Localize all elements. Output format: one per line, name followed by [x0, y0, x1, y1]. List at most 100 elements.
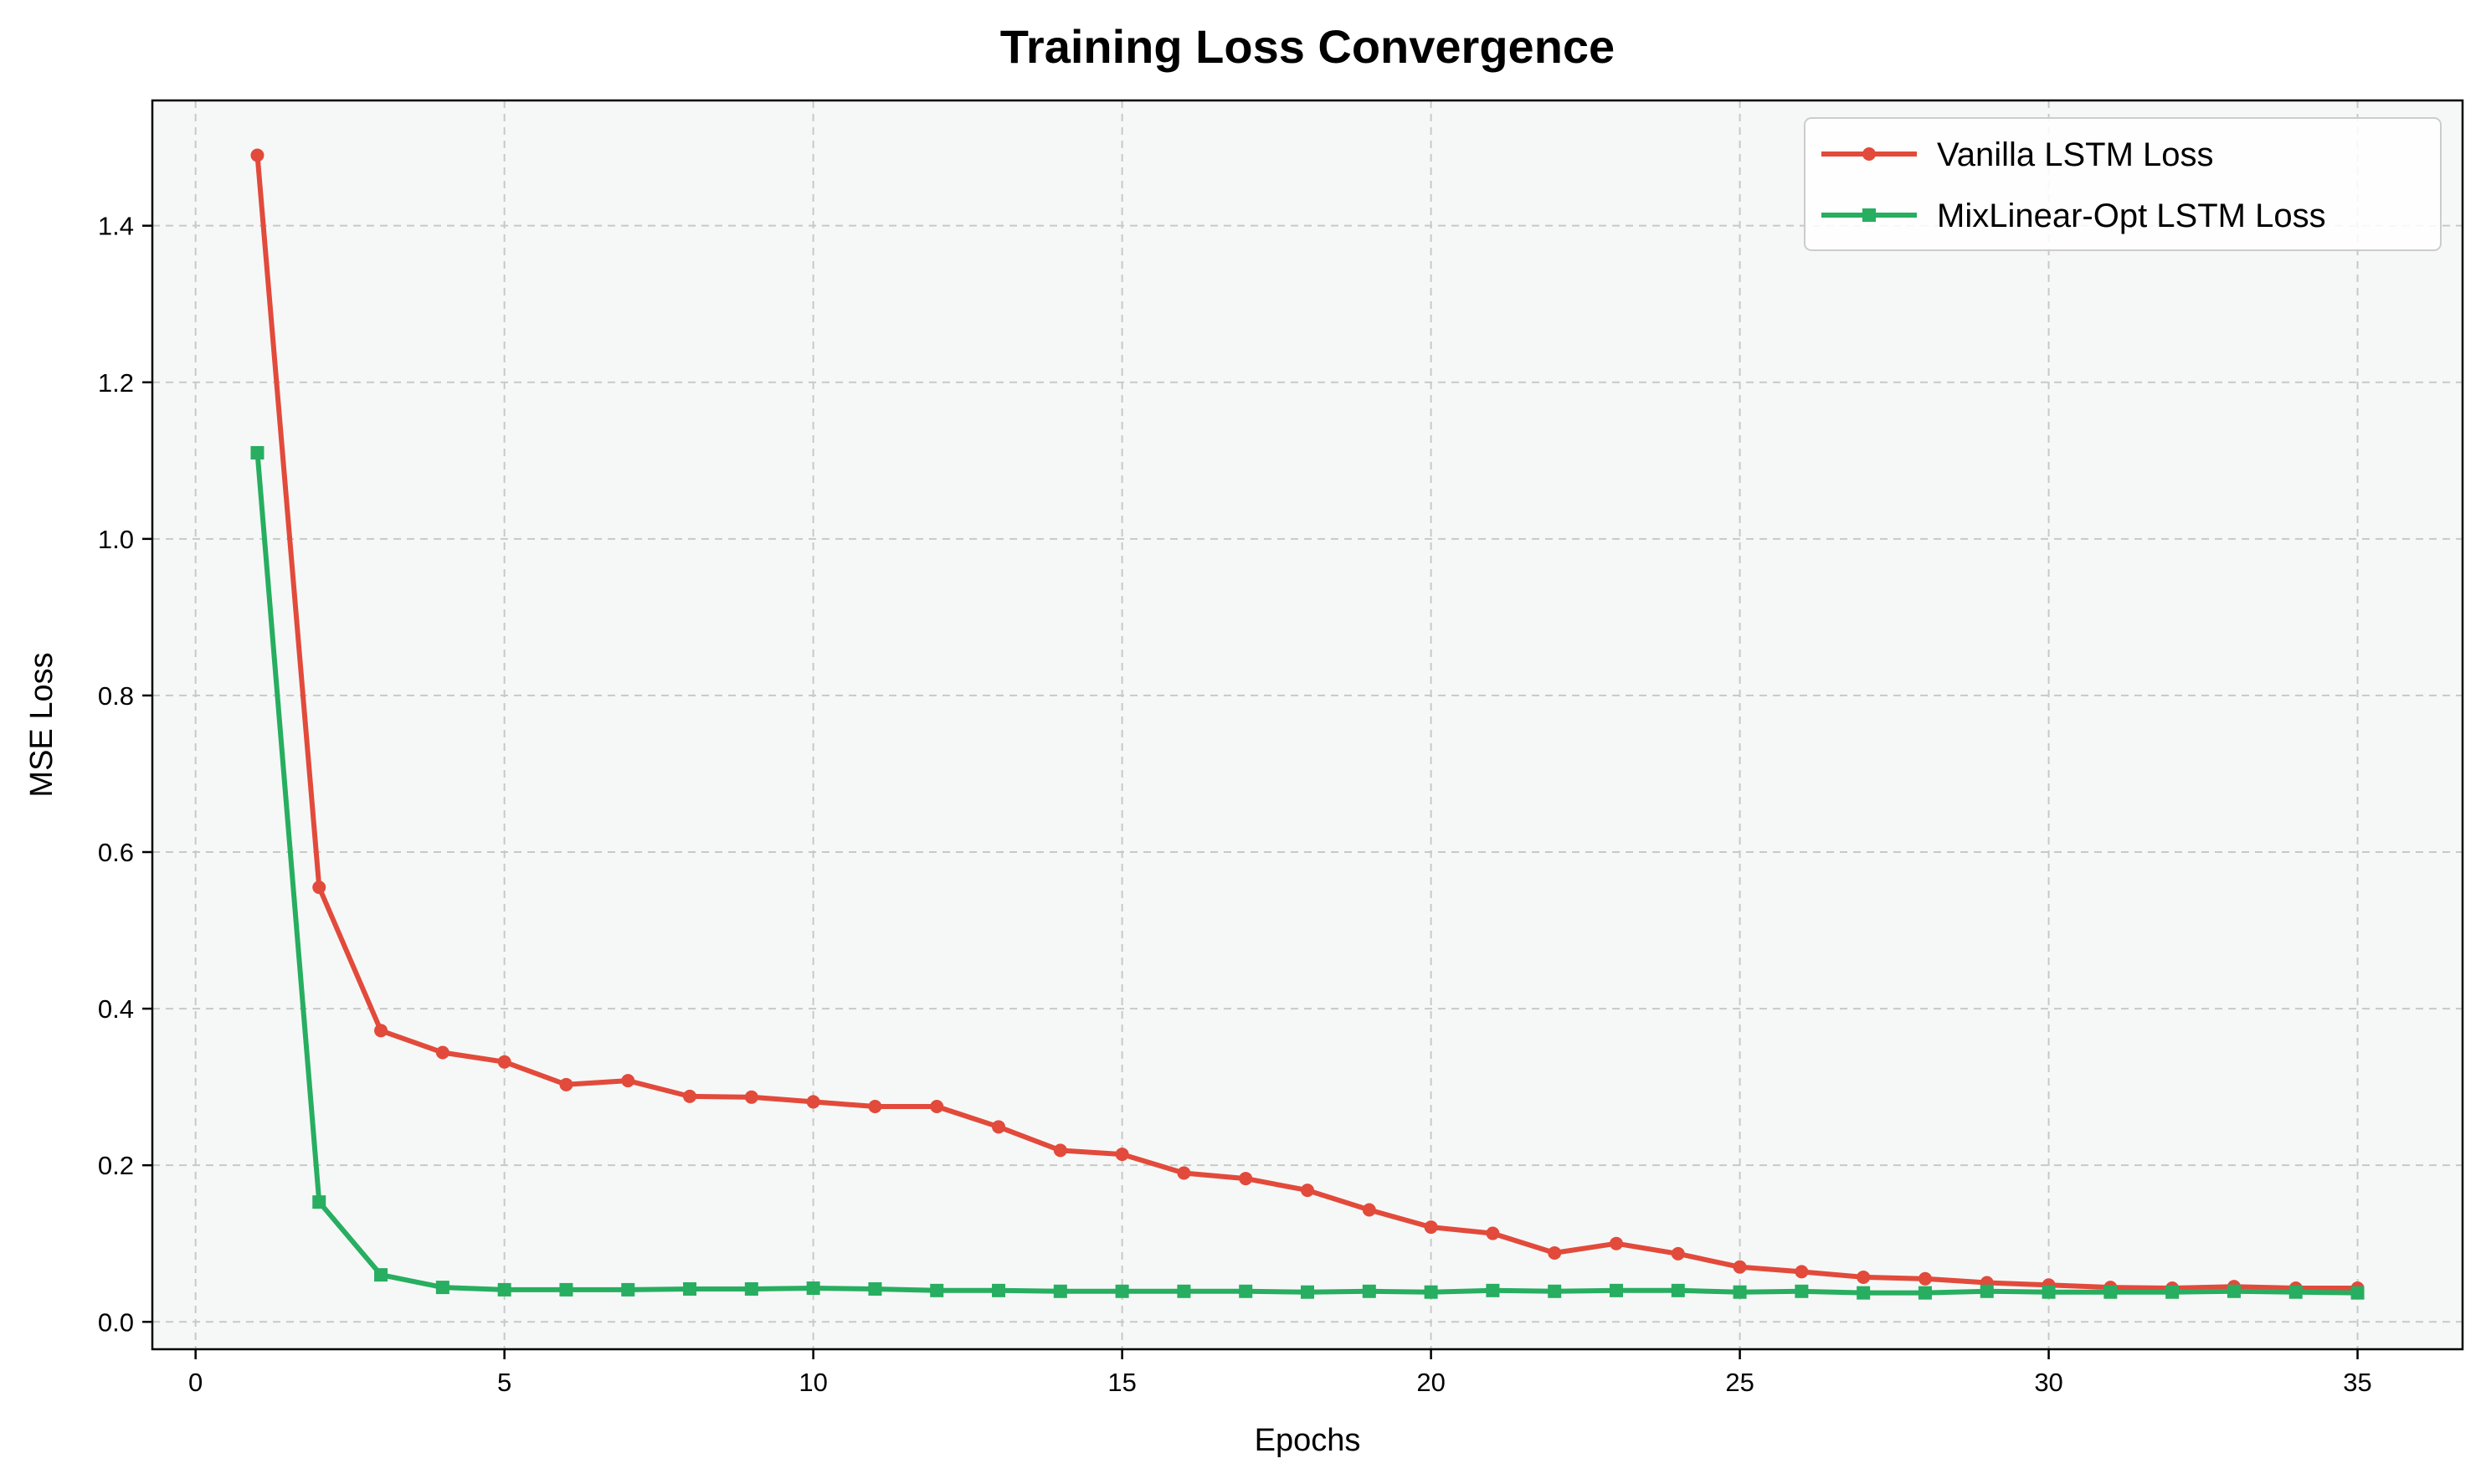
legend-label: MixLinear-Opt LSTM Loss	[1937, 198, 2326, 234]
data-point	[1918, 1271, 1932, 1286]
data-point	[250, 148, 265, 162]
x-tick-label: 35	[2343, 1368, 2371, 1397]
y-tick-label: 1.4	[98, 212, 134, 241]
data-point	[1980, 1284, 1994, 1298]
data-point	[497, 1055, 511, 1069]
data-point	[930, 1100, 944, 1114]
data-point	[2288, 1285, 2303, 1299]
data-point	[1609, 1236, 1623, 1250]
data-point	[312, 881, 326, 895]
data-point	[1362, 1284, 1376, 1298]
legend-entry: MixLinear-Opt LSTM Loss	[1821, 198, 2326, 234]
data-point	[1239, 1172, 1253, 1186]
data-point	[744, 1281, 758, 1296]
data-point	[806, 1095, 820, 1109]
data-point	[1301, 1184, 1314, 1198]
data-point	[621, 1074, 635, 1088]
data-point	[1548, 1245, 1562, 1260]
data-point	[1548, 1284, 1562, 1298]
y-tick-label: 0.6	[98, 838, 134, 867]
data-point	[2350, 1286, 2365, 1300]
data-point	[559, 1282, 573, 1297]
x-tick-label: 25	[1725, 1368, 1754, 1397]
data-point	[374, 1024, 388, 1038]
data-point	[930, 1283, 944, 1297]
x-tick-label: 20	[1416, 1368, 1445, 1397]
legend-marker	[1862, 208, 1876, 222]
series-layer	[250, 148, 2365, 1300]
data-point	[1486, 1283, 1500, 1297]
legend-label: Vanilla LSTM Loss	[1937, 136, 2214, 173]
data-point	[621, 1282, 635, 1297]
data-point	[1177, 1284, 1191, 1298]
data-point	[868, 1100, 882, 1114]
data-point	[1362, 1203, 1376, 1217]
data-point	[1177, 1166, 1191, 1180]
data-point	[1671, 1246, 1685, 1261]
data-point	[1115, 1148, 1129, 1162]
data-point	[1424, 1220, 1438, 1235]
y-tick-label: 0.8	[98, 681, 134, 711]
data-point	[992, 1120, 1006, 1134]
data-point	[1053, 1143, 1067, 1158]
data-point	[1795, 1265, 1809, 1279]
data-point	[992, 1283, 1006, 1297]
grid	[152, 100, 2463, 1349]
data-point	[559, 1077, 573, 1091]
data-point	[2103, 1285, 2118, 1299]
legend: Vanilla LSTM Loss MixLinear-Opt LSTM Loss	[1804, 117, 2442, 251]
y-tick-label: 1.0	[98, 525, 134, 554]
plot-frame	[151, 99, 2464, 1351]
x-tick-label: 30	[2034, 1368, 2062, 1397]
x-tick-label: 0	[188, 1368, 203, 1397]
data-point	[1733, 1285, 1747, 1299]
data-point	[744, 1090, 758, 1104]
legend-entries: Vanilla LSTM Loss MixLinear-Opt LSTM Loss	[1821, 136, 2326, 234]
data-point	[1239, 1284, 1253, 1298]
data-point	[1486, 1226, 1500, 1240]
data-point	[2165, 1285, 2180, 1299]
y-tick-label: 0.4	[98, 994, 134, 1024]
data-point	[1424, 1285, 1438, 1299]
chart-title: Training Loss Convergence	[1000, 20, 1615, 73]
data-point	[1857, 1286, 1871, 1300]
data-point	[1795, 1284, 1809, 1298]
data-point	[868, 1281, 882, 1296]
data-point	[250, 445, 265, 460]
x-tick-label: 5	[497, 1368, 511, 1397]
legend-box	[1804, 117, 2442, 251]
x-axis-label: Epochs	[1255, 1423, 1361, 1458]
data-point	[806, 1281, 820, 1296]
x-tick-label: 10	[799, 1368, 827, 1397]
legend-entry: Vanilla LSTM Loss	[1821, 136, 2214, 173]
legend-marker	[1862, 147, 1876, 161]
y-tick-label: 0.2	[98, 1151, 134, 1180]
data-point	[683, 1281, 697, 1296]
data-point	[2227, 1284, 2241, 1298]
data-point	[1918, 1286, 1932, 1300]
series-vanilla-lstm	[250, 148, 2365, 1296]
data-point	[1733, 1260, 1747, 1274]
y-tick-label: 0.0	[98, 1307, 134, 1337]
data-point	[2042, 1285, 2056, 1299]
data-point	[1053, 1284, 1067, 1298]
plot-area	[152, 100, 2463, 1349]
data-point	[1671, 1283, 1685, 1297]
data-point	[1301, 1285, 1314, 1299]
axis-ticks: 0 5 10 15 20 25 30 35 0.0 0.2 0.4 0.6 0.8 1.0 1.2 1.4	[98, 212, 2372, 1397]
data-point	[497, 1282, 511, 1297]
data-point	[1857, 1270, 1871, 1284]
y-axis-label: MSE Loss	[24, 652, 59, 797]
data-point	[1115, 1284, 1129, 1298]
data-point	[312, 1195, 326, 1209]
data-point	[1609, 1283, 1623, 1297]
y-tick-label: 1.2	[98, 368, 134, 398]
series-mixlinear-opt-lstm	[250, 445, 2365, 1300]
data-point	[435, 1281, 449, 1295]
data-point	[374, 1268, 388, 1282]
data-point	[435, 1045, 449, 1060]
x-tick-label: 15	[1107, 1368, 1136, 1397]
data-point	[683, 1089, 697, 1103]
